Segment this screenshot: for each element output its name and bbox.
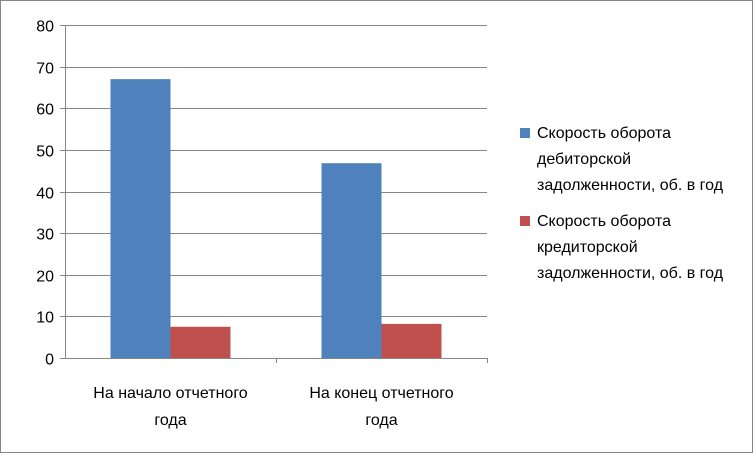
y-tick-label-50: 50 bbox=[36, 144, 54, 161]
bar-series0-cat1 bbox=[321, 163, 382, 358]
y-tick-label-80: 80 bbox=[36, 19, 54, 36]
bars bbox=[110, 79, 442, 359]
legend: Скорость оборота дебиторской задолженнос… bbox=[520, 121, 745, 297]
y-tick-label-70: 70 bbox=[36, 61, 54, 78]
y-tick-label-40: 40 bbox=[36, 186, 54, 203]
axes bbox=[60, 25, 488, 363]
legend-swatch-payables bbox=[520, 216, 530, 226]
legend-swatch-receivables bbox=[520, 128, 530, 138]
x-category-label-1: На конец отчетного года bbox=[309, 385, 453, 429]
legend-item-receivables: Скорость оборота дебиторской задолженнос… bbox=[520, 121, 745, 199]
bar-series1-cat1 bbox=[381, 323, 442, 358]
axis-labels: 0 10 20 30 40 50 60 70 80 На начало отчетного года… bbox=[36, 19, 454, 430]
bar-series0-cat0 bbox=[110, 79, 171, 359]
bar-series1-cat0 bbox=[170, 326, 231, 358]
y-tick-label-0: 0 bbox=[45, 352, 54, 369]
y-tick-label-20: 20 bbox=[36, 269, 54, 286]
y-tick-label-10: 10 bbox=[36, 310, 54, 327]
legend-label-receivables: Скорость оборота дебиторской задолженнос… bbox=[537, 125, 724, 194]
y-tick-label-30: 30 bbox=[36, 227, 54, 244]
y-tick-label-60: 60 bbox=[36, 102, 54, 119]
legend-item-payables: Скорость оборота кредиторской задолженно… bbox=[520, 209, 745, 287]
legend-label-payables: Скорость оборота кредиторской задолженно… bbox=[537, 213, 724, 282]
x-category-label-0: На начало отчетного года bbox=[93, 385, 248, 429]
